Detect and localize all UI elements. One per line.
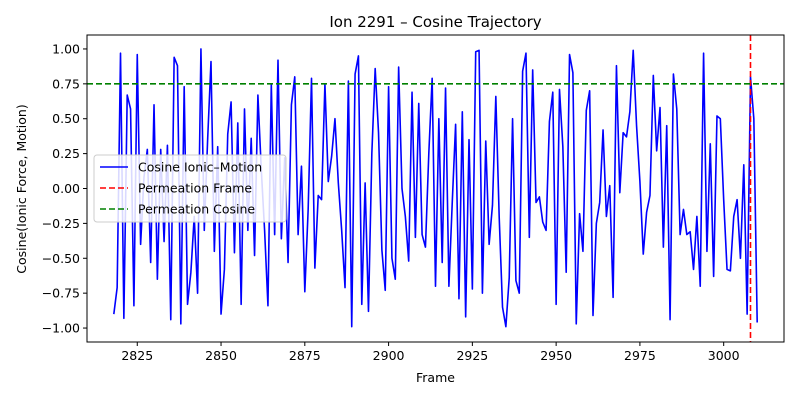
y-tick-label: 0.50 — [52, 111, 80, 126]
y-tick-label: 0.75 — [52, 76, 80, 91]
plot-area: 2825 2850 2875 2900 2925 2950 2975 3000 −1.00 −0.… — [42, 34, 785, 363]
x-tick-label: 2950 — [540, 348, 572, 363]
cosine-series-line — [113, 48, 758, 328]
legend-label-permeation-cosine: Permeation Cosine — [138, 202, 255, 217]
x-tick-label: 2875 — [289, 348, 321, 363]
x-tick-label: 3000 — [708, 348, 740, 363]
y-tick-label: 0.25 — [52, 146, 80, 161]
x-tick-label: 2975 — [624, 348, 656, 363]
legend-label-cosine: Cosine Ionic–Motion — [138, 160, 262, 175]
y-tick-label: 1.00 — [52, 41, 80, 56]
y-tick-label: −1.00 — [42, 321, 80, 336]
y-tick-label: −0.25 — [42, 216, 80, 231]
y-tick-label: −0.50 — [42, 251, 80, 266]
x-tick-label: 2825 — [121, 348, 153, 363]
x-tick-label: 2850 — [205, 348, 237, 363]
x-tick-label: 2925 — [456, 348, 488, 363]
legend-label-permeation-frame: Permeation Frame — [138, 181, 252, 196]
y-tick-label: 0.00 — [52, 181, 80, 196]
legend: Cosine Ionic–Motion Permeation Frame Per… — [93, 154, 287, 223]
legend-frame — [93, 154, 287, 223]
y-tick-label: −0.75 — [42, 286, 80, 301]
x-tick-label: 2900 — [373, 348, 405, 363]
y-axis-title: Cosine(Ionic Force, Motion) — [14, 104, 29, 273]
chart-title: Ion 2291 – Cosine Trajectory — [329, 13, 541, 31]
x-axis-title: Frame — [416, 370, 455, 385]
